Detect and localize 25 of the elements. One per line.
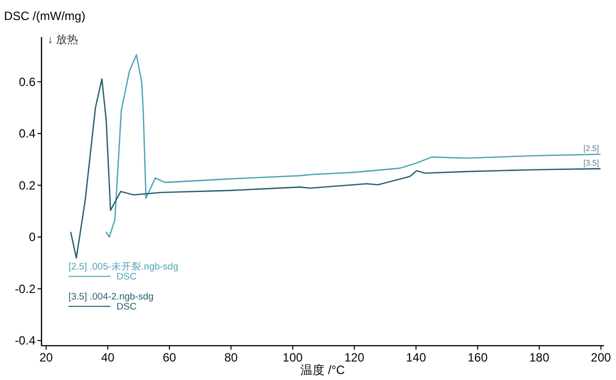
annotation: [2.5]	[583, 144, 599, 154]
y-tick-label: -0.4	[14, 334, 36, 348]
x-tick-label: 180	[529, 350, 550, 365]
y-axis-title: DSC /(mW/mg)	[4, 9, 86, 23]
x-tick-label: 140	[406, 350, 426, 365]
y-tick-label: 0.2	[18, 178, 36, 192]
y-tick-label: -0.2	[14, 282, 36, 296]
x-tick-label: 160	[468, 350, 488, 365]
y-tick-label: 0.6	[18, 74, 36, 89]
x-tick-label: 40	[101, 350, 115, 365]
line-series	[106, 54, 601, 238]
annotation: ↓ 放热	[48, 34, 78, 46]
x-tick-label: 100	[282, 350, 304, 365]
x-tick-label: 20	[39, 350, 54, 365]
x-tick-label: 60	[162, 350, 176, 365]
x-tick-label: 200	[590, 350, 612, 365]
y-tick-label: 0.4	[18, 126, 36, 141]
x-tick-label: 120	[344, 350, 365, 365]
x-axis-title: 温度 /°C	[300, 363, 346, 377]
line-series	[70, 78, 601, 259]
annotation: [3.5]	[583, 158, 599, 168]
text: [2.5] .005-未开裂.ngb-sdg DSC	[68, 260, 178, 282]
text: [3.5] .004-2.ngb-sdg DSC	[68, 291, 154, 312]
x-tick-label: 80	[224, 350, 238, 365]
y-tick-label: 0	[28, 230, 36, 244]
